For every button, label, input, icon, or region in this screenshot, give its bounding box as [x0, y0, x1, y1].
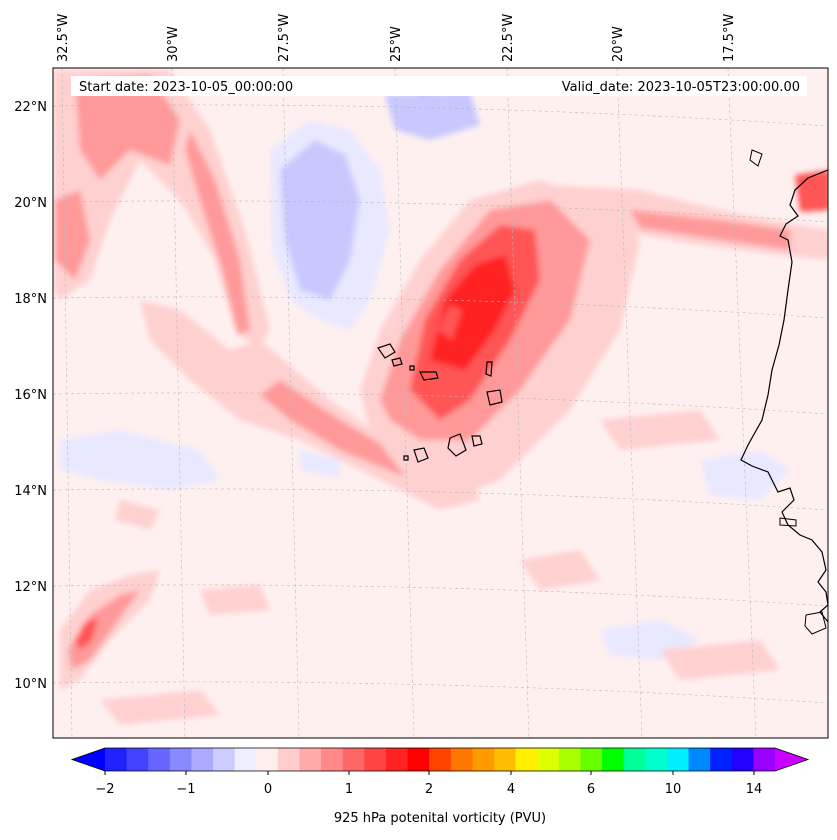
parallel-line [53, 681, 828, 704]
colorbar-segment [710, 748, 733, 771]
longitude-label: 17.5°W [722, 14, 737, 62]
colorbar-extend-min [72, 748, 105, 771]
parallel-line [53, 200, 828, 223]
colorbar: −2 −1 0 1 2 4 6 10 14 [70, 747, 810, 797]
colorbar-segment [537, 748, 560, 771]
colorbar-segment [407, 748, 430, 771]
cape-verde-islands [377, 343, 503, 463]
longitude-label: 20°W [611, 26, 626, 62]
colorbar-segment [558, 748, 581, 771]
colorbar-segment [602, 748, 625, 771]
colorbar-segment [213, 748, 236, 771]
meridian-line [282, 68, 300, 738]
colorbar-segment [342, 748, 365, 771]
parallel-line [53, 104, 828, 127]
colorbar-segment [126, 748, 149, 771]
colorbar-segment [148, 748, 171, 771]
colorbar-segment [494, 748, 517, 771]
meridian-line [616, 68, 643, 738]
parallel-line [53, 296, 828, 319]
parallel-line [53, 488, 828, 511]
colorbar-segment [234, 748, 257, 771]
latitude-label: 22°N [14, 100, 47, 115]
parallel-line [53, 392, 828, 415]
colorbar-segment [515, 748, 538, 771]
colorbar-segment [645, 748, 668, 771]
colorbar-segment [169, 748, 192, 771]
colorbar-tick-label: 4 [507, 782, 515, 797]
colorbar-tick-label: 10 [665, 782, 682, 797]
colorbar-segment [299, 748, 322, 771]
colorbar-segment [256, 748, 279, 771]
colorbar-segment [688, 748, 711, 771]
latitude-label: 14°N [14, 484, 47, 499]
colorbar-segment [666, 748, 690, 771]
latitude-label: 12°N [14, 580, 47, 595]
coastline-gambia [779, 517, 797, 527]
colorbar-segment [105, 748, 128, 771]
colorbar-segment [753, 748, 776, 771]
parallel-line [53, 584, 828, 607]
african-coastline [740, 169, 828, 623]
longitude-label: 27.5°W [277, 14, 292, 62]
colorbar-segment [472, 748, 495, 771]
longitude-label: 32.5°W [56, 14, 71, 62]
graticule [53, 68, 828, 738]
longitude-label: 25°W [389, 26, 404, 62]
latitude-labels: 22°N 20°N 18°N 16°N 14°N 12°N 10°N [14, 100, 47, 692]
meridian-line [727, 68, 757, 738]
meridian-line [171, 68, 186, 738]
colorbar-segment [385, 748, 409, 771]
latitude-label: 18°N [14, 292, 47, 307]
colorbar-tick-label: 2 [425, 782, 433, 797]
valid-date-label: Valid_date: 2023-10-05T23:00:00.00 [562, 80, 800, 95]
longitude-label: 30°W [166, 26, 181, 62]
colorbar-segment [623, 748, 646, 771]
colorbar-tick-label: 1 [345, 782, 353, 797]
map-panel: Start date: 2023-10-05_00:00:00 Valid_da… [53, 68, 828, 738]
colorbar-segment [277, 748, 301, 771]
colorbar-tick-label: −2 [95, 782, 114, 797]
colorbar-tick-label: 0 [264, 782, 272, 797]
colorbar-label: 925 hPa potenital vorticity (PVU) [334, 811, 546, 826]
latitude-label: 10°N [14, 677, 47, 692]
meridian-line [394, 68, 415, 738]
colorbar-tick-label: 6 [587, 782, 595, 797]
latitude-label: 20°N [14, 196, 47, 211]
colorbar-segment [429, 748, 452, 771]
longitude-label: 22.5°W [501, 14, 516, 62]
meridian-line [506, 68, 530, 738]
colorbar-extend-max [775, 748, 808, 771]
meridian-line [61, 68, 73, 738]
colorbar-segment [731, 748, 754, 771]
longitude-labels: 32.5°W 30°W 27.5°W 25°W 22.5°W 20°W 17.5°W [56, 14, 737, 62]
pv-field [53, 70, 828, 725]
latitude-label: 16°N [14, 388, 47, 403]
date-banner [71, 76, 807, 96]
colorbar-segment [191, 748, 214, 771]
coastline-islet [749, 149, 763, 167]
coastline-bijagos [804, 611, 827, 635]
colorbar-segment [580, 748, 603, 771]
colorbar-segment [321, 748, 344, 771]
colorbar-segment [450, 748, 473, 771]
colorbar-segment [364, 748, 387, 771]
colorbar-tick-label: 14 [746, 782, 763, 797]
map-frame [52, 67, 829, 739]
colorbar-tick-label: −1 [176, 782, 195, 797]
start-date-label: Start date: 2023-10-05_00:00:00 [79, 80, 293, 95]
